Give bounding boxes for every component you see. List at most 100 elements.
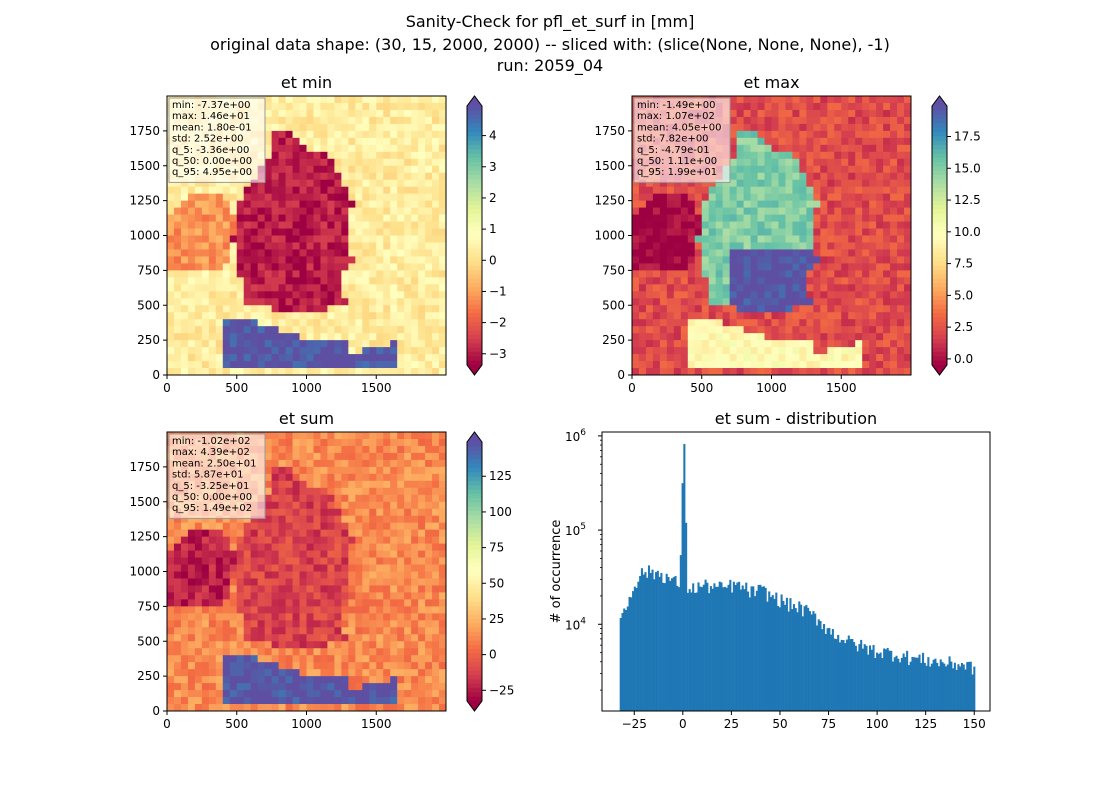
heatmap-cell (285, 613, 293, 621)
heatmap-cell (271, 515, 280, 524)
heatmap-cell (362, 599, 370, 607)
heatmap-cell (201, 312, 210, 320)
heatmap-cell (659, 179, 668, 188)
heatmap-cell (397, 305, 405, 313)
heatmap-cell (355, 228, 363, 236)
heatmap-cell (418, 158, 426, 167)
heatmap-cell (439, 235, 447, 243)
heatmap-cell (348, 438, 356, 447)
heatmap-cell (862, 333, 870, 341)
heatmap-cell (341, 432, 349, 440)
heatmap-cell (862, 144, 870, 153)
heatmap-cell (341, 123, 349, 132)
heatmap-cell (411, 242, 419, 250)
heatmap-cell (173, 312, 182, 320)
heatmap-cell (278, 536, 286, 545)
heatmap-cell (841, 347, 849, 355)
heatmap-cell (383, 432, 391, 440)
heatmap-cell (243, 634, 252, 642)
heatmap-cell (236, 298, 245, 306)
heatmap-cell (320, 606, 328, 614)
heatmap-cell (215, 242, 224, 250)
heatmap-cell (757, 284, 765, 292)
heatmap-cell (869, 221, 877, 229)
heatmap-cell (404, 361, 412, 369)
heatmap-cell (306, 347, 314, 355)
heatmap-cell (264, 284, 273, 292)
heatmap-cell (390, 445, 398, 454)
heatmap-cell (327, 172, 335, 181)
heatmap-cell (897, 193, 905, 202)
heatmap-cell (306, 445, 314, 454)
heatmap-cell (778, 109, 786, 118)
heatmap-cell (862, 312, 870, 320)
heatmap-cell (306, 193, 314, 202)
heatmap-cell (390, 438, 398, 447)
heatmap-cell (383, 543, 391, 551)
heatmap-cell (848, 235, 856, 243)
heatmap-cell (348, 312, 356, 320)
heatmap-cell (439, 221, 447, 229)
heatmap-cell (341, 200, 349, 209)
heatmap-cell (813, 200, 821, 209)
heatmap-cell (348, 627, 356, 635)
heatmap-cell (320, 172, 328, 181)
heatmap-cell (397, 123, 405, 132)
heatmap-cell (369, 179, 377, 188)
heatmap-cell (327, 214, 335, 222)
heatmap-cell (841, 214, 849, 222)
heatmap-cell (278, 207, 286, 215)
heatmap-cell (432, 277, 440, 285)
heatmap-cell (743, 137, 751, 146)
heatmap-cell (736, 298, 745, 306)
heatmap-cell (778, 361, 786, 369)
heatmap-cell (806, 123, 814, 132)
heatmap-cell (167, 193, 175, 202)
heatmap-cell (876, 291, 884, 299)
heatmap-cell (250, 312, 259, 320)
heatmap-cell (432, 578, 440, 586)
heatmap-cell (320, 641, 328, 649)
heatmap-cell (341, 333, 349, 341)
heatmap-cell (285, 270, 293, 278)
heatmap-cell (341, 536, 349, 545)
figure-suptitle-line-1: Sanity-Check for pfl_et_surf in [mm] (405, 12, 695, 31)
heatmap-cell (848, 298, 856, 306)
heatmap-cell (757, 277, 765, 285)
heatmap-cell (792, 312, 800, 320)
heatmap-cell (827, 130, 835, 139)
heatmap-cell (701, 277, 710, 285)
heatmap-cell (771, 214, 779, 222)
heatmap-cell (369, 529, 377, 538)
heatmap-cell (271, 165, 280, 174)
colorbar-segment (932, 196, 947, 202)
heatmap-cell (285, 557, 293, 565)
heatmap-cell (355, 347, 363, 355)
heatmap-cell (855, 200, 863, 209)
heatmap-cell (813, 277, 821, 285)
colorbar-segment (467, 192, 482, 198)
heatmap-cell (827, 151, 835, 160)
heatmap-cell (341, 270, 349, 278)
heatmap-cell (250, 697, 259, 705)
heatmap-cell (827, 249, 835, 257)
heatmap-cell (652, 340, 661, 348)
heatmap-cell (327, 466, 335, 475)
heatmap-cell (208, 571, 217, 579)
x-tick-label: 1000 (756, 381, 787, 395)
heatmap-cell (806, 249, 814, 257)
heatmap-cell (229, 655, 238, 663)
heatmap-cell (355, 158, 363, 167)
heatmap-cell (841, 193, 849, 202)
heatmap-cell (736, 333, 745, 341)
heatmap-cell (883, 284, 891, 292)
x-tick-label: 500 (690, 381, 713, 395)
heatmap-cell (827, 116, 835, 125)
stats-line: std: 2.52e+00 (172, 134, 244, 145)
heatmap-cell (778, 312, 786, 320)
heatmap-cell (306, 690, 314, 698)
heatmap-cell (292, 571, 300, 579)
heatmap-cell (411, 515, 419, 524)
heatmap-cell (411, 662, 419, 670)
heatmap-cell (687, 284, 696, 292)
